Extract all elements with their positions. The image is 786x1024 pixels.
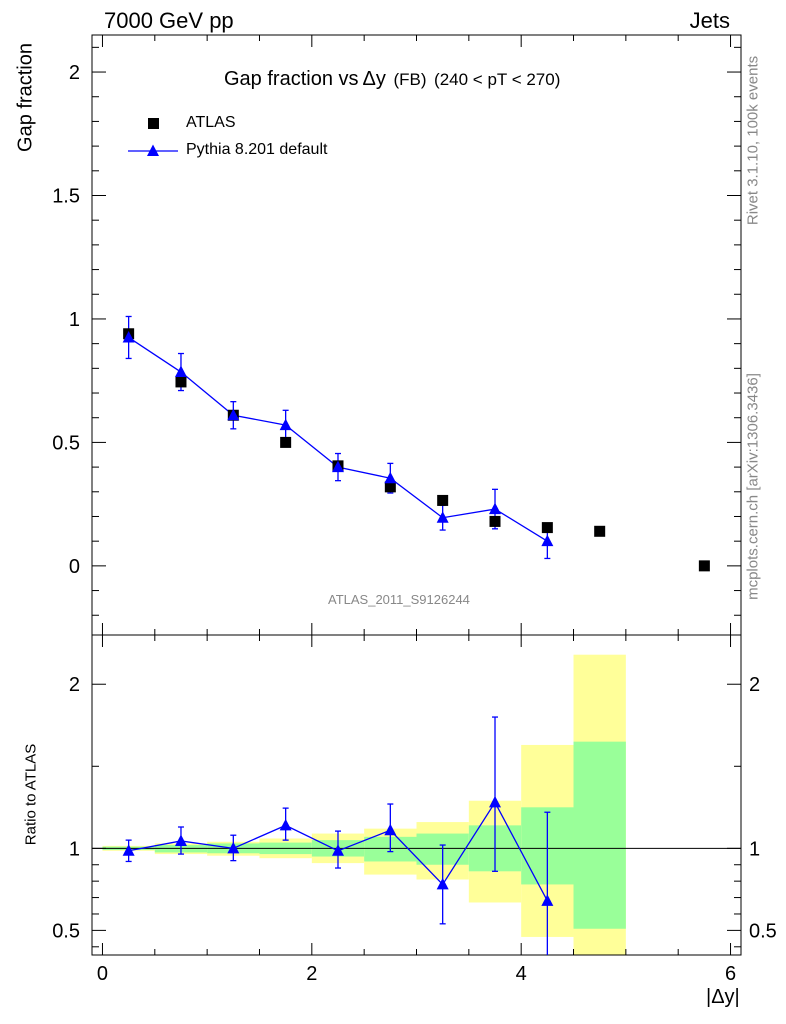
- atlas-point: [594, 525, 606, 537]
- ratio-pythia-point: [384, 823, 397, 836]
- y-tick-label: 1: [69, 309, 80, 331]
- ratio-pythia-point: [122, 844, 135, 856]
- ratio-frame: [91, 634, 742, 956]
- ratio-ylabel: Ratio to ATLAS: [22, 743, 40, 846]
- ratio-pythia-point: [489, 795, 502, 808]
- main-ylabel: Gap fraction: [14, 43, 37, 152]
- title-fb: (FB): [393, 70, 427, 89]
- ratio-pythia-point: [541, 894, 554, 906]
- x-tick-label: 4: [516, 963, 527, 985]
- header-right: Jets: [689, 8, 730, 33]
- pythia-point: [436, 511, 449, 523]
- atlas-point: [175, 376, 187, 388]
- y-tick-label: 2: [69, 674, 80, 696]
- main-panel: 0 0.5 1 1.5 2: [52, 34, 742, 636]
- y-tick-label-right: 0.5: [749, 920, 777, 942]
- ratio-pythia-point: [227, 841, 240, 854]
- atlas-point: [280, 436, 292, 448]
- mcplots-label: mcplots.cern.ch [arXiv:1306.3436]: [744, 373, 762, 600]
- y-tick-label: 0.5: [52, 920, 80, 942]
- ratio-pythia-point: [331, 844, 344, 856]
- atlas-point: [437, 494, 449, 506]
- legend-pythia-marker: [147, 144, 159, 156]
- ratio-pythia-point: [174, 834, 187, 846]
- y-tick-label: 0: [69, 556, 80, 578]
- pythia-point: [331, 460, 344, 473]
- x-tick-label: 0: [97, 963, 108, 985]
- uncertainty-band-green: [573, 741, 626, 929]
- title-pt: (240 < pT < 270): [434, 70, 561, 89]
- y-tick-label: 1: [69, 838, 80, 860]
- atlas-point: [541, 522, 553, 534]
- pythia-point: [174, 365, 187, 378]
- title-dy: Δy: [362, 68, 386, 90]
- pythia-point: [279, 418, 292, 431]
- ratio-pythia-point: [279, 818, 292, 831]
- y-tick-label-right: 1: [749, 838, 760, 860]
- atlas-point: [384, 481, 396, 493]
- atlas-point: [489, 515, 501, 527]
- rivet-label: Rivet 3.1.10, 100k events: [744, 55, 762, 226]
- ratio-xlabel: |Δy|: [706, 986, 740, 1008]
- pythia-point: [541, 534, 554, 547]
- y-tick-label: 1.5: [52, 185, 80, 207]
- pythia-point: [384, 471, 397, 484]
- pythia-point: [227, 408, 240, 421]
- pythia-line: [128, 336, 548, 542]
- pythia-point: [122, 330, 135, 343]
- analysis-watermark: ATLAS_2011_S9126244: [328, 592, 470, 607]
- y-tick-label-right: 2: [749, 674, 760, 696]
- x-tick-label: 6: [725, 963, 736, 985]
- ratio-panel: 0 2 4 6 0.5 0.5 1 1 2 2: [52, 634, 777, 985]
- title-text: Gap fraction vs: [224, 68, 359, 90]
- pythia-point: [489, 502, 502, 515]
- y-tick-label: 0.5: [52, 432, 80, 454]
- header-left: 7000 GeV pp: [104, 8, 234, 33]
- ratio-pythia-point: [436, 877, 449, 890]
- chart-title: Gap fraction vs Δy (FB) (240 < pT < 270): [224, 68, 560, 91]
- legend-atlas-label: ATLAS: [186, 114, 236, 131]
- atlas-point: [698, 560, 710, 572]
- legend-atlas-marker: [148, 118, 159, 129]
- legend-pythia-label: Pythia 8.201 default: [186, 141, 328, 158]
- x-tick-label: 2: [306, 963, 317, 985]
- y-tick-label: 2: [69, 62, 80, 84]
